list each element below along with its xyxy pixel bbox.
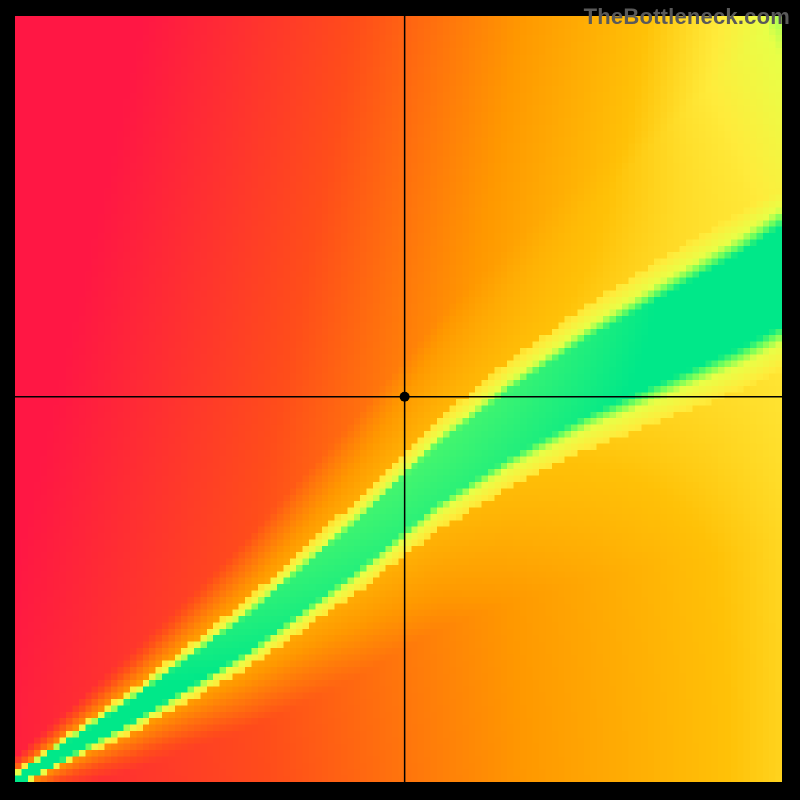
- watermark-text: TheBottleneck.com: [584, 4, 790, 30]
- chart-container: TheBottleneck.com: [0, 0, 800, 800]
- overlay-canvas: [0, 0, 800, 800]
